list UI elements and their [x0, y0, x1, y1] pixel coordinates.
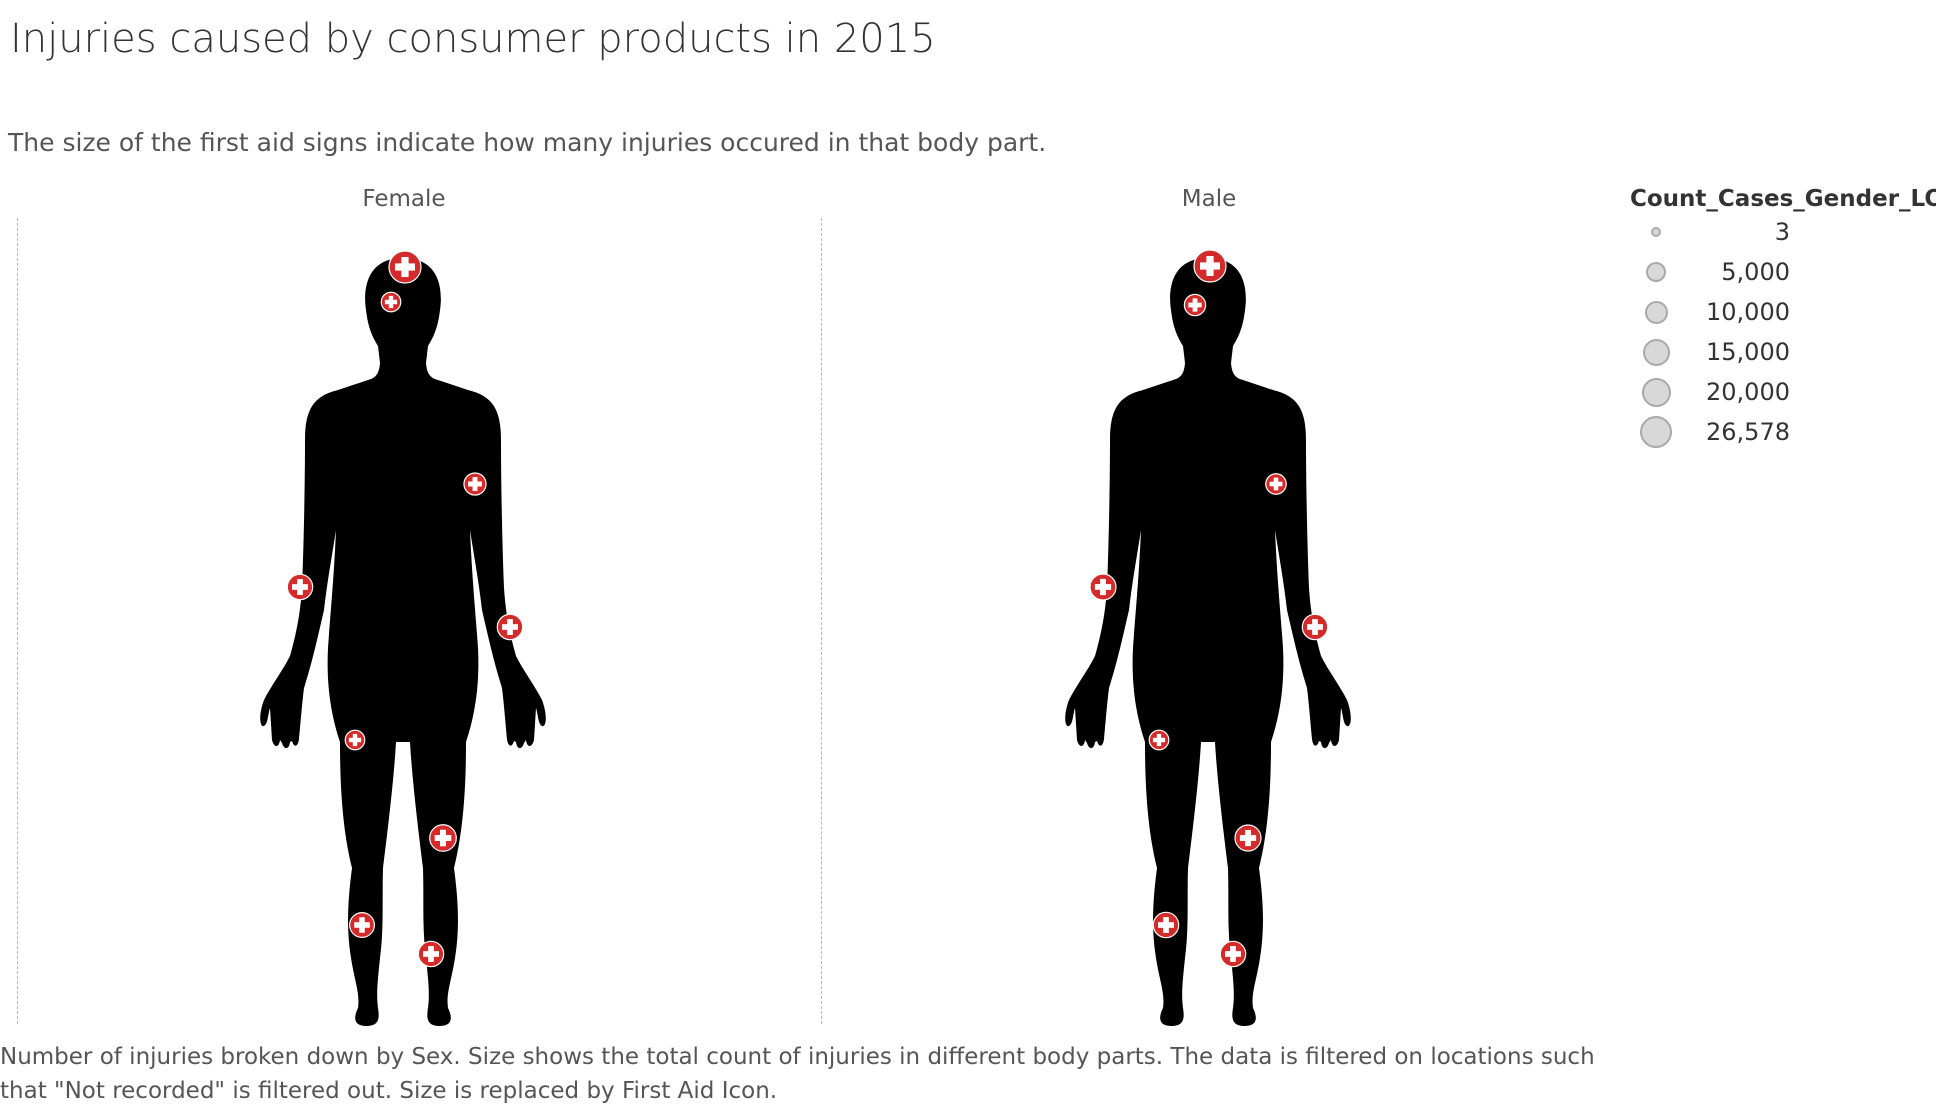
caption-line-2: that "Not recorded" is filtered out. Siz… [0, 1078, 778, 1104]
first-aid-cross-vertical [1206, 256, 1214, 276]
legend-label: 15,000 [1706, 338, 1790, 366]
legend-row: 26,578 [1630, 412, 1936, 452]
legend-size-circle [1641, 377, 1671, 407]
size-legend: Count_Cases_Gender_LOD 3 5,000 10,000 15,00… [1630, 186, 1936, 452]
male-marker-hand[interactable] [1301, 613, 1329, 641]
male-marker-knee[interactable] [1234, 824, 1262, 852]
legend-rows: 3 5,000 10,000 15,000 20,000 26,578 [1630, 212, 1936, 452]
female-marker-lower-arm[interactable] [286, 573, 314, 601]
first-aid-cross-vertical [1100, 578, 1106, 596]
panel-divider-middle [821, 218, 822, 1024]
first-aid-cross-vertical [1245, 829, 1251, 847]
male-body-silhouette [1065, 258, 1351, 1026]
male-figure-panel [1013, 238, 1403, 1038]
male-marker-upper-arm[interactable] [1265, 473, 1287, 495]
female-marker-hand[interactable] [496, 613, 524, 641]
legend-size-circle [1651, 227, 1661, 237]
male-figure-svg [1065, 249, 1351, 1026]
legend-size-circle [1642, 338, 1670, 366]
legend-label: 10,000 [1706, 298, 1790, 326]
first-aid-cross-vertical [359, 917, 365, 933]
first-aid-cross-vertical [1163, 917, 1169, 933]
first-aid-cross-vertical [1156, 733, 1162, 747]
legend-row: 5,000 [1630, 252, 1936, 292]
female-marker-upper-leg[interactable] [344, 729, 366, 751]
first-aid-cross-vertical [1230, 946, 1236, 962]
legend-title: Count_Cases_Gender_LOD [1630, 186, 1936, 212]
chart-caption: Number of injuries broken down by Sex. S… [0, 1040, 1620, 1108]
legend-label: 3 [1774, 218, 1790, 246]
female-marker-foot[interactable] [417, 940, 445, 968]
male-marker-foot[interactable] [1219, 940, 1247, 968]
first-aid-cross-vertical [297, 579, 303, 595]
legend-label: 5,000 [1721, 258, 1790, 286]
first-aid-cross-vertical [428, 946, 434, 962]
male-marker-head[interactable] [1193, 249, 1227, 283]
first-aid-cross-vertical [401, 257, 409, 277]
female-marker-lower-leg[interactable] [349, 912, 375, 938]
legend-size-circle [1640, 416, 1672, 448]
caption-line-1: Number of injuries broken down by Sex. S… [0, 1044, 1595, 1070]
male-marker-lower-leg[interactable] [1152, 911, 1180, 939]
first-aid-cross-vertical [1273, 477, 1279, 491]
female-figure-panel [208, 238, 598, 1038]
male-marker-face[interactable] [1183, 293, 1207, 317]
first-aid-cross-vertical [440, 829, 446, 847]
legend-row: 10,000 [1630, 292, 1936, 332]
legend-label: 26,578 [1706, 418, 1790, 446]
legend-size-circle [1644, 300, 1668, 324]
first-aid-cross-vertical [507, 619, 513, 635]
legend-row: 3 [1630, 212, 1936, 252]
panel-header-female: Female [362, 186, 446, 212]
legend-row: 15,000 [1630, 332, 1936, 372]
male-marker-upper-leg[interactable] [1148, 729, 1170, 751]
female-body-silhouette [260, 258, 546, 1026]
first-aid-cross-vertical [1192, 298, 1198, 312]
male-marker-lower-arm[interactable] [1089, 573, 1117, 601]
female-figure-svg [260, 250, 546, 1026]
legend-size-circle [1646, 262, 1666, 282]
female-marker-face[interactable] [380, 291, 402, 313]
first-aid-cross-vertical [1312, 619, 1318, 635]
first-aid-cross-vertical [352, 733, 358, 747]
legend-row: 20,000 [1630, 372, 1936, 412]
female-marker-head[interactable] [388, 250, 422, 284]
chart-title: Injuries caused by consumer products in … [10, 16, 936, 62]
legend-label: 20,000 [1706, 378, 1790, 406]
panel-header-male: Male [1181, 186, 1237, 212]
female-marker-knee[interactable] [429, 824, 457, 852]
female-marker-upper-arm[interactable] [463, 472, 487, 496]
first-aid-cross-vertical [388, 295, 394, 309]
first-aid-cross-vertical [472, 477, 478, 491]
chart-subtitle: The size of the first aid signs indicate… [8, 128, 1047, 157]
panel-divider-left [17, 218, 18, 1024]
